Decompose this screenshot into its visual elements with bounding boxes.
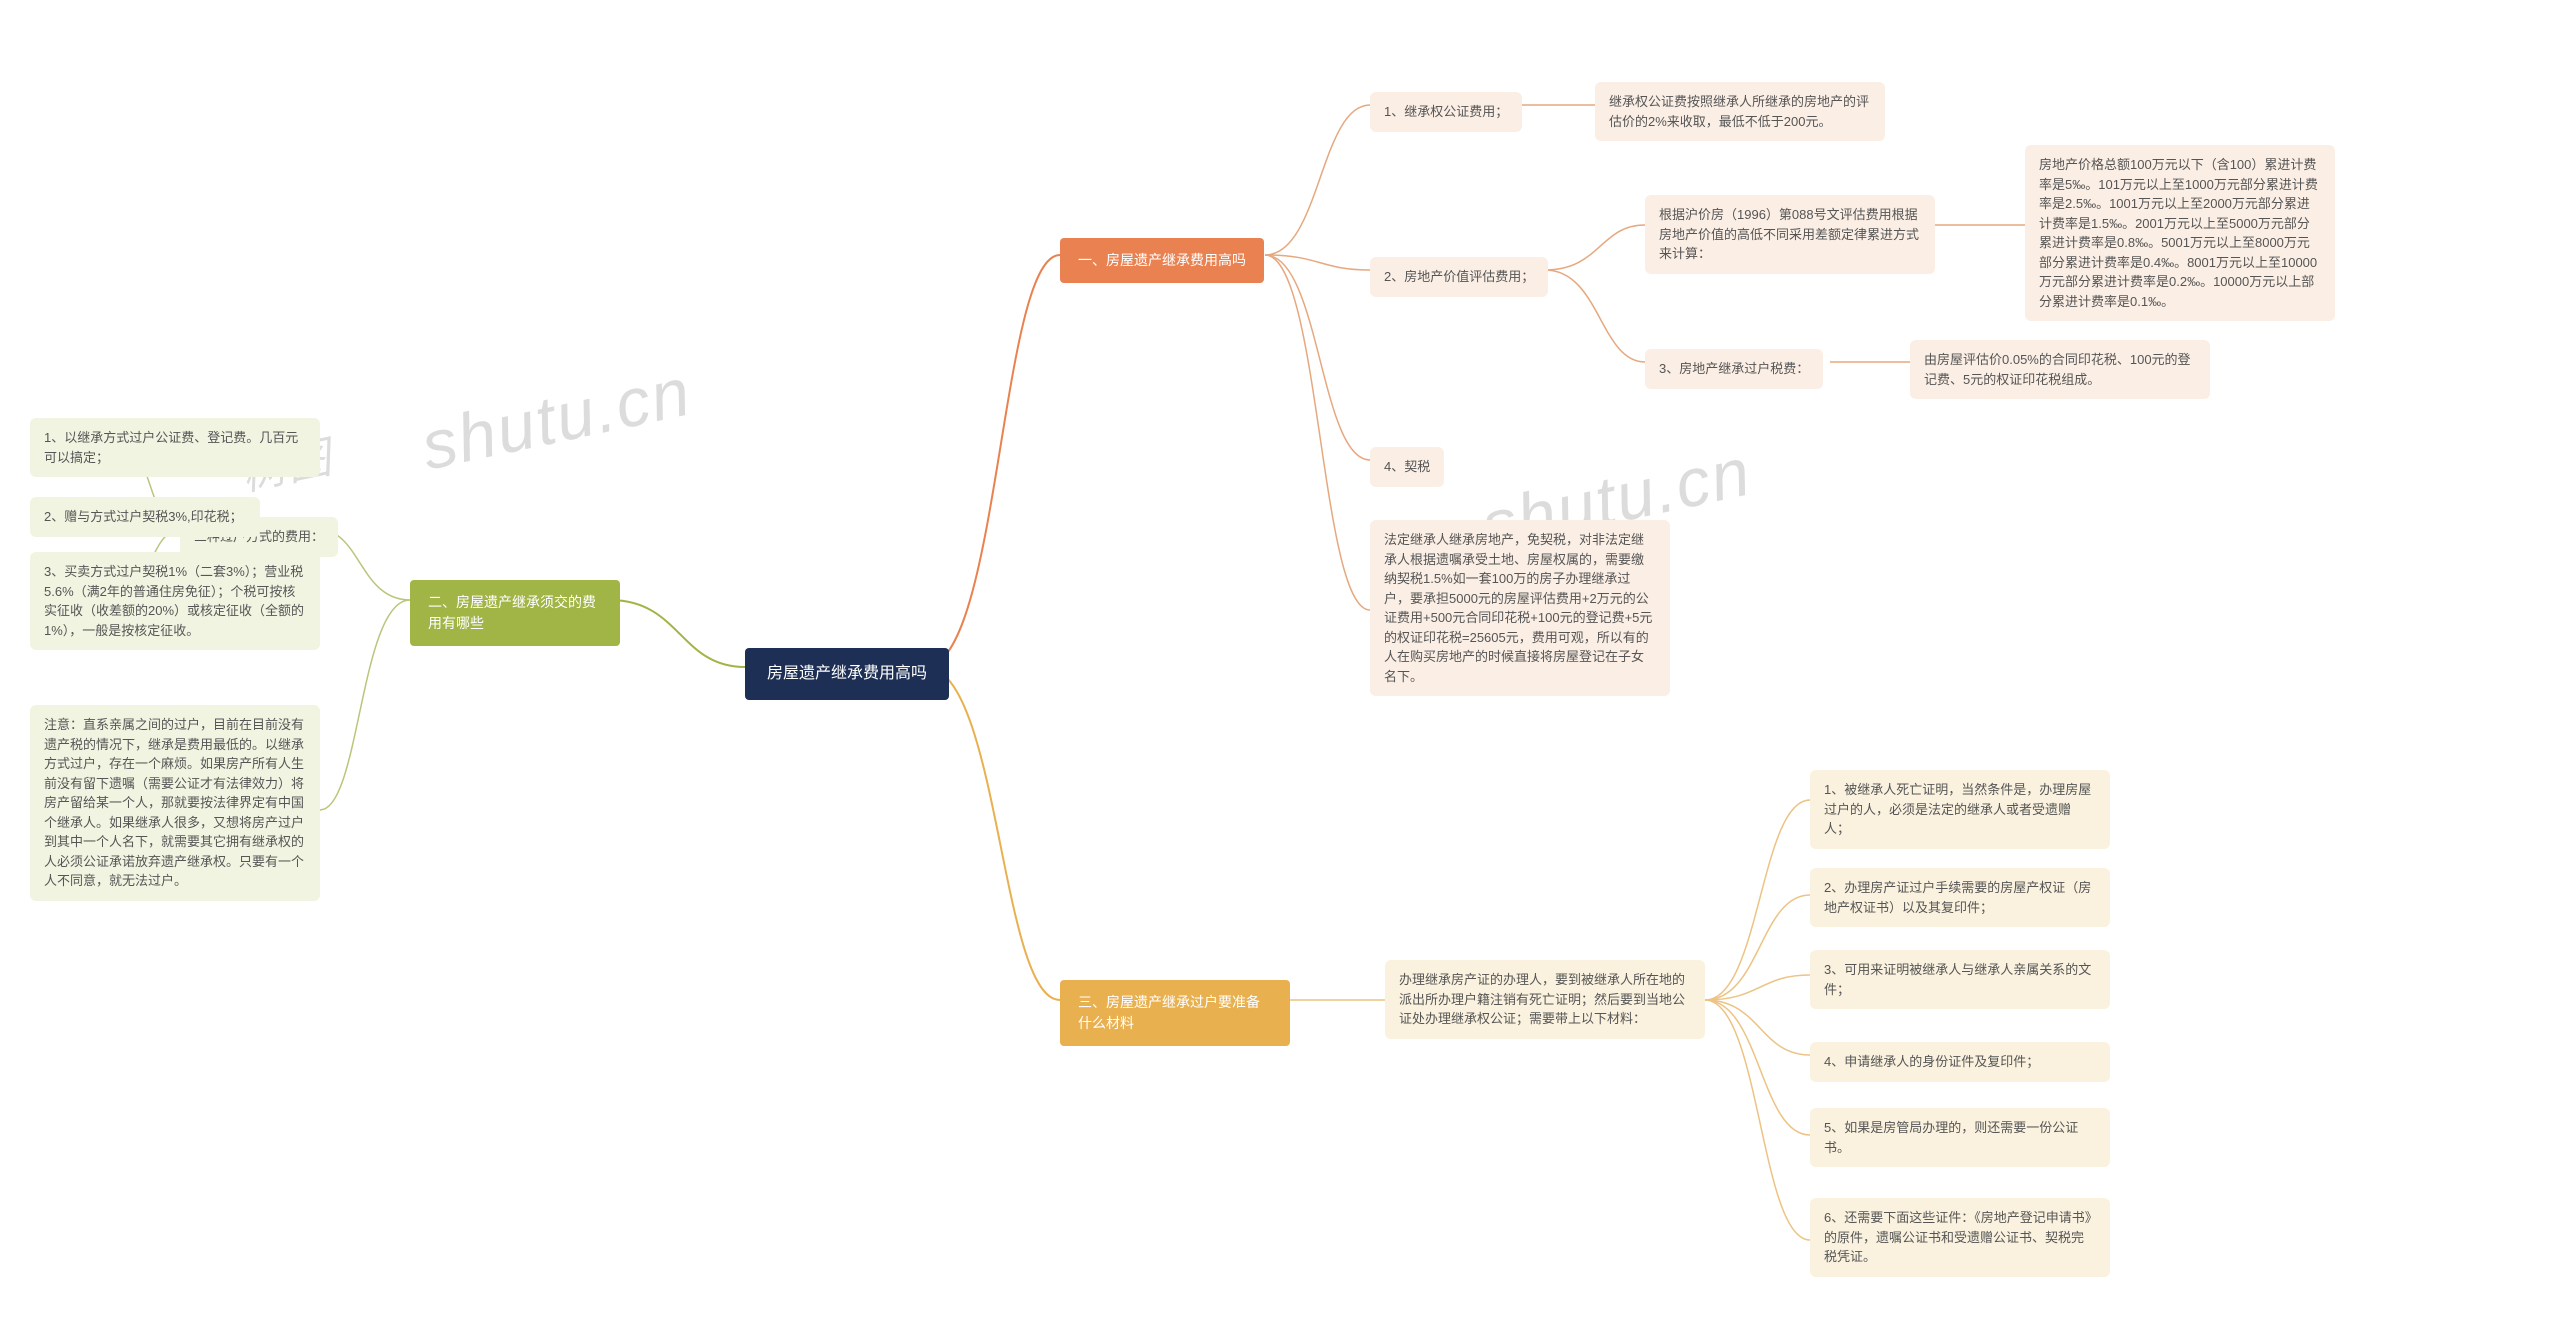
s1-item4-label: 4、契税 — [1370, 447, 1444, 487]
s3-intro: 办理继承房产证的办理人，要到被继承人所在地的派出所办理户籍注销有死亡证明；然后要… — [1385, 960, 1705, 1039]
section1-title: 一、房屋遗产继承费用高吗 — [1060, 238, 1264, 283]
s3-m1: 1、被继承人死亡证明，当然条件是，办理房屋过户的人，必须是法定的继承人或者受遗赠… — [1810, 770, 2110, 849]
s1-item1-detail: 继承权公证费按照继承人所继承的房地产的评估价的2%来收取，最低不低于200元。 — [1595, 82, 1885, 141]
root-node: 房屋遗产继承费用高吗 — [745, 648, 949, 700]
s2-item1: 1、以继承方式过户公证费、登记费。几百元可以搞定； — [30, 418, 320, 477]
section3-title: 三、房屋遗产继承过户要准备什么材料 — [1060, 980, 1290, 1046]
s1-item3-label: 3、房地产继承过户税费： — [1645, 349, 1823, 389]
s3-m5: 5、如果是房管局办理的，则还需要一份公证书。 — [1810, 1108, 2110, 1167]
s2-note: 注意：直系亲属之间的过户，目前在目前没有遗产税的情况下，继承是费用最低的。以继承… — [30, 705, 320, 901]
s1-item2-detail-a: 根据沪价房（1996）第088号文评估费用根据房地产价值的高低不同采用差额定律累… — [1645, 195, 1935, 274]
s3-m4: 4、申请继承人的身份证件及复印件； — [1810, 1042, 2110, 1082]
s3-m6: 6、还需要下面这些证件：《房地产登记申请书》的原件，遗嘱公证书和受遗赠公证书、契… — [1810, 1198, 2110, 1277]
s2-item3: 3、买卖方式过户契税1%（二套3%）；营业税5.6%（满2年的普通住房免征）；个… — [30, 552, 320, 650]
s1-item1-label: 1、继承权公证费用； — [1370, 92, 1522, 132]
s1-item3-detail: 由房屋评估价0.05%的合同印花税、100元的登记费、5元的权证印花税组成。 — [1910, 340, 2210, 399]
s3-m3: 3、可用来证明被继承人与继承人亲属关系的文件； — [1810, 950, 2110, 1009]
s2-item2: 2、赠与方式过户契税3%,印花税； — [30, 497, 260, 537]
s1-item2-detail-b: 房地产价格总额100万元以下（含100）累进计费率是5‰。101万元以上至100… — [2025, 145, 2335, 321]
s1-note: 法定继承人继承房地产，免契税，对非法定继承人根据遗嘱承受土地、房屋权属的，需要缴… — [1370, 520, 1670, 696]
watermark-left: shutu.cn — [415, 352, 698, 485]
section2-title: 二、房屋遗产继承须交的费用有哪些 — [410, 580, 620, 646]
s1-item2-label: 2、房地产价值评估费用； — [1370, 257, 1548, 297]
s3-m2: 2、办理房产证过户手续需要的房屋产权证（房地产权证书）以及其复印件； — [1810, 868, 2110, 927]
